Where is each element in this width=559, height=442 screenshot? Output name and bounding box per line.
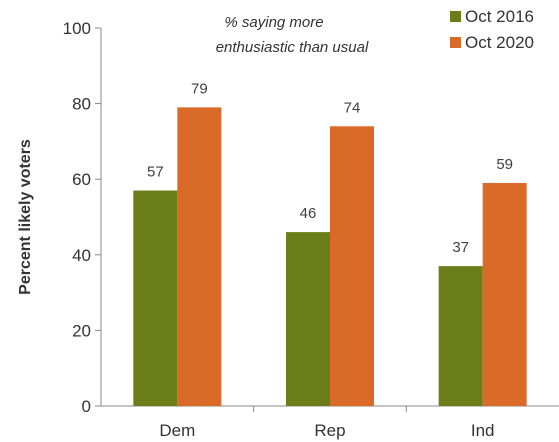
chart-annotation-line-2: enthusiastic than usual [216,39,369,56]
legend-swatch [450,37,461,48]
chart-annotation-line-1: % saying more [224,14,323,31]
y-tick-label: 80 [72,95,91,114]
legend-label: Oct 2016 [465,7,534,26]
category-label: Dem [159,421,195,440]
y-tick-label: 40 [72,246,91,265]
data-label: 74 [344,99,361,116]
data-label: 79 [191,80,208,97]
y-tick-label: 60 [72,170,91,189]
data-label: 57 [147,164,164,181]
y-axis: 0 20 40 60 80 100 [63,19,102,416]
y-tick-label: 0 [82,397,91,416]
legend: Oct 2016 Oct 2020 [450,7,534,52]
y-axis-title: Percent likely voters [17,139,34,295]
data-label: 59 [496,156,513,173]
category-label: Rep [314,421,345,440]
bars: 57 79 46 74 37 59 [133,80,527,406]
bar [177,107,222,406]
legend-label: Oct 2020 [465,33,534,52]
y-tick-label: 100 [63,19,91,38]
y-tick-label: 20 [72,321,91,340]
data-label: 46 [300,205,317,222]
bar [438,266,483,406]
bar [286,232,330,406]
bar [330,126,374,406]
category-label: Ind [471,421,495,440]
legend-swatch [450,11,461,22]
bar [133,190,178,406]
x-axis: Dem Rep Ind [101,405,559,440]
data-label: 37 [452,239,469,256]
bar [482,182,527,406]
